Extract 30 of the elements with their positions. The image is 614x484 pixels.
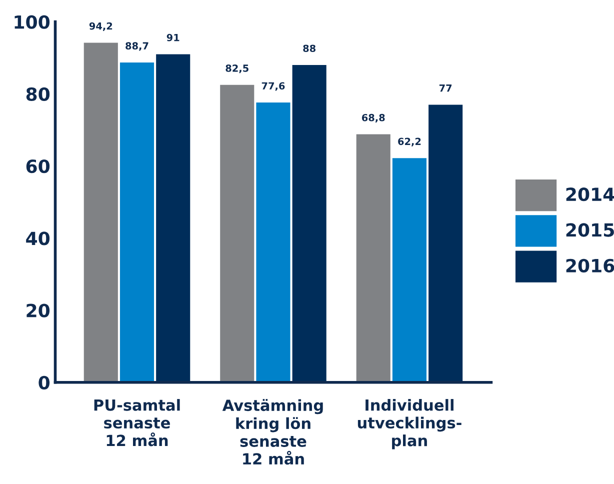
data-label: 77 — [439, 84, 452, 92]
y-tick-label: 60 — [26, 159, 50, 174]
y-tick-label: 100 — [14, 15, 50, 29]
bar — [220, 84, 254, 382]
bar — [428, 104, 463, 382]
data-label: 91 — [166, 34, 180, 42]
legend-label: 2015 — [566, 223, 614, 237]
legend-label: 2016 — [566, 258, 614, 272]
x-tick-label: Individuell utvecklings- plan — [358, 399, 462, 450]
data-label: 62,2 — [398, 138, 421, 146]
bar — [84, 42, 118, 382]
bar — [256, 102, 290, 382]
bar — [120, 62, 154, 382]
data-label: 82,5 — [226, 64, 248, 74]
x-tick-label: PU-samtal senaste 12 mån — [94, 399, 180, 446]
bar — [156, 54, 190, 382]
data-label: 94,2 — [89, 22, 112, 31]
data-label: 68,8 — [362, 114, 385, 123]
bar — [392, 158, 426, 382]
data-label: 88 — [303, 44, 316, 52]
x-tick-label: Avstämning kring lön senaste 12 mån — [222, 399, 323, 465]
y-tick-label: 20 — [26, 304, 50, 318]
bar — [292, 65, 326, 382]
bar — [356, 134, 390, 382]
data-label: 77,6 — [262, 82, 285, 91]
data-label: 88,7 — [126, 42, 148, 51]
legend-label: 2014 — [566, 188, 614, 202]
y-tick-label: 0 — [38, 376, 50, 390]
y-tick-label: 80 — [26, 87, 50, 102]
y-tick-label: 40 — [26, 232, 50, 246]
